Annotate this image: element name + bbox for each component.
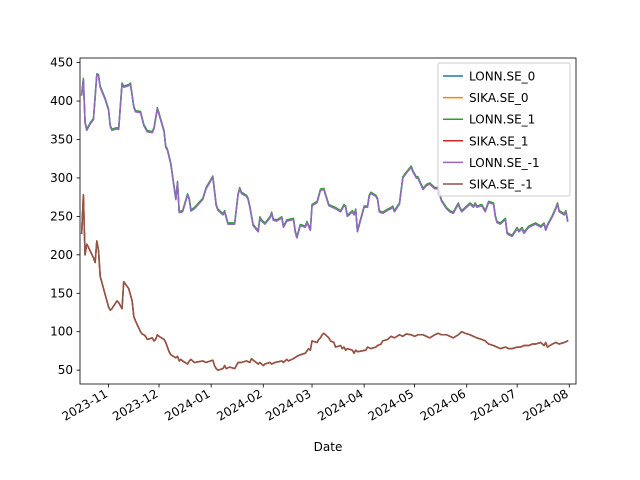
legend-label: LONN.SE_1	[469, 113, 535, 127]
series-layer	[80, 73, 569, 371]
legend-label: SIKA.SE_1	[469, 134, 528, 148]
legend-label: SIKA.SE_-1	[469, 178, 533, 192]
series-line-lonn-se-1	[80, 74, 569, 239]
y-tick-label: 400	[50, 94, 73, 108]
y-axis: 50 100 150 200 250 300 350 400 450	[50, 56, 80, 377]
series-line-sika-se-1	[80, 194, 569, 371]
legend-label: SIKA.SE_0	[469, 91, 528, 105]
y-tick-label: 250	[50, 209, 73, 223]
legend-label: LONN.SE_-1	[469, 156, 540, 170]
y-tick-label: 450	[50, 56, 73, 70]
x-axis-title: Date	[314, 440, 343, 454]
legend-box	[437, 62, 571, 197]
y-tick-label: 300	[50, 171, 73, 185]
plot-frame	[79, 57, 577, 385]
legend-label: LONN.SE_0	[469, 70, 535, 84]
y-tick-label: 50	[58, 363, 73, 377]
y-tick-label: 100	[50, 325, 73, 339]
y-tick-label: 200	[50, 248, 73, 262]
y-tick-label: 350	[50, 133, 73, 147]
legend: LONN.SE_0 SIKA.SE_0 LONN.SE_1 SIKA.SE_1 LONN…	[437, 62, 571, 197]
y-tick-label: 150	[50, 286, 73, 300]
